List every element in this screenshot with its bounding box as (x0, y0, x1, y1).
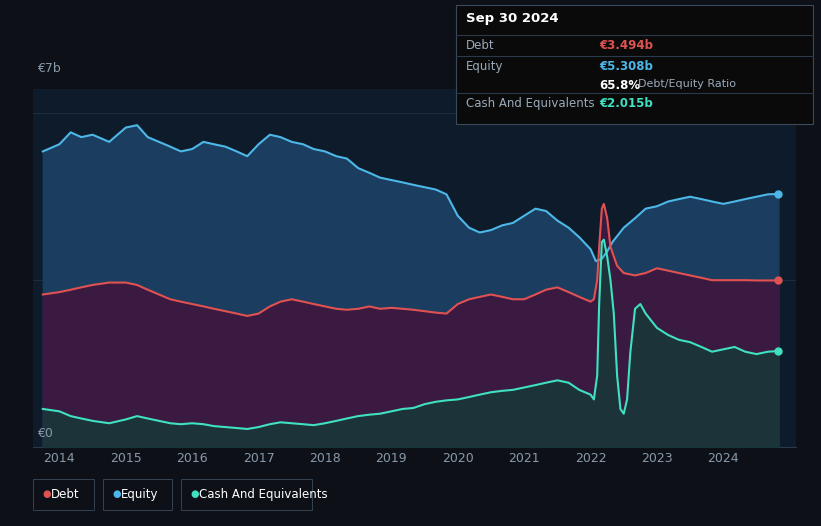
Text: Cash And Equivalents: Cash And Equivalents (466, 97, 594, 110)
Text: ●: ● (112, 489, 121, 500)
Text: €3.494b: €3.494b (599, 39, 654, 53)
Text: Sep 30 2024: Sep 30 2024 (466, 12, 558, 25)
Text: Debt: Debt (466, 39, 494, 53)
Text: 65.8%: 65.8% (599, 79, 640, 92)
Text: Debt/Equity Ratio: Debt/Equity Ratio (638, 79, 736, 89)
Text: Equity: Equity (121, 488, 158, 501)
Text: Cash And Equivalents: Cash And Equivalents (199, 488, 328, 501)
Text: ●: ● (190, 489, 199, 500)
Text: €5.308b: €5.308b (599, 60, 654, 74)
Text: €7b: €7b (37, 62, 61, 75)
Text: €2.015b: €2.015b (599, 97, 653, 110)
Text: Equity: Equity (466, 60, 503, 74)
Text: Debt: Debt (51, 488, 80, 501)
Text: ●: ● (43, 489, 51, 500)
Text: €0: €0 (37, 427, 53, 440)
